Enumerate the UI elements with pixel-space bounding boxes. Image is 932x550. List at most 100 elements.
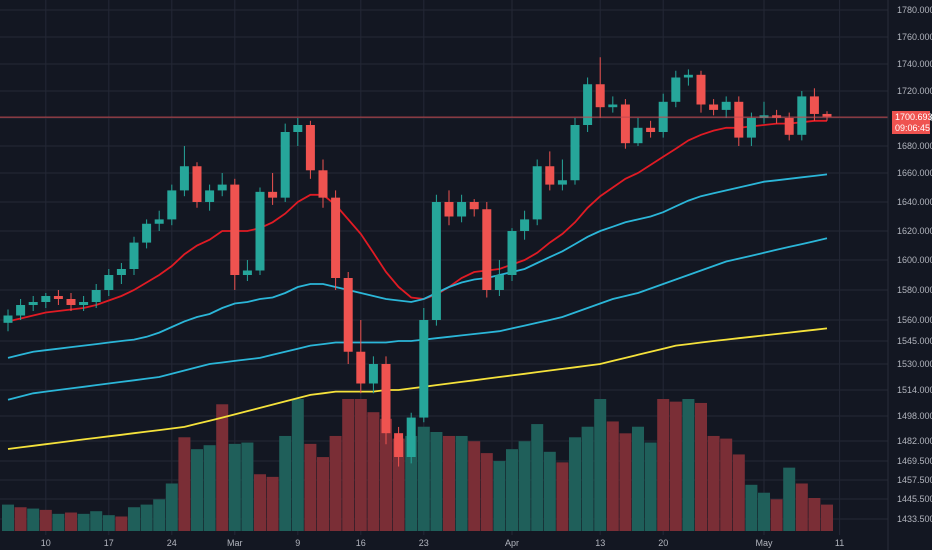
candle-body-28 (356, 351, 366, 384)
candle-body-45 (570, 125, 580, 181)
candle-body-38 (482, 209, 492, 290)
candle-body-20 (255, 191, 265, 271)
candle-body-16 (205, 190, 215, 202)
time-tick-label-2: 24 (167, 538, 177, 548)
candle-body-32 (406, 417, 416, 457)
volume-bar-39 (493, 461, 506, 531)
volume-bar-20 (254, 474, 266, 531)
price-tick-label-20: 1433.500 (897, 514, 932, 524)
candle-body-29 (368, 364, 378, 384)
moving-average-line-0 (7, 119, 827, 323)
price-tick-label-17: 1469.500 (897, 456, 932, 466)
volume-bars (2, 399, 833, 531)
volume-bar-50 (632, 426, 644, 531)
candle-body-27 (343, 278, 353, 352)
volume-bar-42 (531, 424, 544, 531)
volume-bar-0 (2, 504, 14, 531)
volume-bar-40 (506, 449, 518, 531)
volume-bar-2 (27, 508, 40, 531)
candle-body-23 (293, 125, 303, 132)
time-tick-label-6: 23 (419, 538, 429, 548)
candle-body-55 (696, 74, 706, 105)
price-tick-label-16: 1482.000 (897, 436, 932, 446)
candle-body-44 (557, 180, 567, 185)
candle-body-65 (822, 113, 832, 117)
price-tick-label-11: 1560.000 (897, 315, 932, 325)
volume-bar-30 (380, 418, 392, 531)
volume-bar-14 (178, 437, 191, 531)
moving-averages (7, 119, 828, 450)
volume-bar-24 (304, 443, 317, 531)
candle-body-62 (784, 118, 794, 135)
volume-bar-46 (581, 426, 594, 531)
volume-bar-58 (732, 454, 745, 531)
candle-body-33 (419, 320, 429, 418)
time-tick-label-5: 16 (356, 538, 366, 548)
candle-body-19 (242, 270, 252, 275)
time-tick-label-0: 10 (41, 538, 51, 548)
moving-average-line-2 (7, 237, 828, 401)
candle-body-46 (583, 84, 593, 125)
volume-bar-15 (191, 449, 203, 531)
volume-bar-48 (606, 421, 619, 531)
volume-bar-57 (720, 438, 733, 531)
price-axis[interactable]: 1780.0001760.0001740.0001720.0001700.000… (897, 5, 932, 524)
candle-body-30 (381, 364, 391, 434)
candles (3, 57, 832, 467)
volume-bar-19 (241, 442, 254, 531)
volume-bar-53 (669, 401, 682, 531)
time-tick-label-7: Apr (505, 538, 519, 548)
volume-bar-45 (569, 437, 581, 531)
volume-bar-52 (657, 399, 670, 531)
volume-bar-35 (443, 435, 455, 531)
volume-bar-22 (279, 435, 292, 531)
volume-bar-54 (682, 399, 695, 531)
volume-bar-41 (518, 441, 531, 531)
price-tick-label-10: 1580.000 (897, 285, 932, 295)
candle-body-0 (3, 315, 13, 323)
candle-body-24 (305, 125, 315, 171)
price-tick-label-8: 1620.000 (897, 226, 932, 236)
candle-body-36 (457, 202, 467, 217)
time-tick-label-1: 17 (104, 538, 114, 548)
candle-body-11 (142, 223, 152, 243)
candle-body-4 (53, 296, 63, 299)
candle-body-48 (608, 104, 618, 108)
volume-bar-9 (115, 516, 128, 531)
price-tick-label-9: 1600.000 (897, 255, 932, 265)
volume-bar-38 (480, 453, 493, 531)
candle-body-6 (79, 302, 89, 305)
volume-bar-49 (619, 433, 632, 531)
price-tag-box (892, 111, 930, 123)
volume-bar-11 (140, 504, 153, 531)
moving-average-line-3 (7, 327, 828, 450)
volume-bar-56 (707, 435, 720, 531)
price-tick-label-2: 1740.000 (897, 59, 932, 69)
time-tick-label-4: 9 (295, 538, 300, 548)
time-tick-label-3: Mar (227, 538, 243, 548)
candle-body-47 (595, 84, 605, 108)
volume-bar-13 (165, 483, 178, 531)
price-tick-label-7: 1640.000 (897, 197, 932, 207)
time-axis[interactable]: 10 17 24 Mar 9 16 23 Apr 13 20 May 11 (41, 538, 844, 548)
volume-bar-51 (644, 442, 657, 531)
volume-bar-12 (153, 499, 166, 531)
candle-body-5 (66, 299, 76, 305)
volume-bar-63 (795, 483, 808, 531)
volume-bar-65 (821, 504, 833, 531)
volume-bar-7 (90, 511, 103, 531)
volume-bar-31 (392, 438, 405, 531)
candle-body-51 (646, 127, 656, 132)
volume-bar-18 (228, 443, 241, 531)
price-tick-label-5: 1680.000 (897, 141, 932, 151)
time-tick-label-8: 13 (595, 538, 605, 548)
volume-bar-36 (455, 435, 468, 531)
candle-body-18 (230, 184, 240, 275)
price-tick-label-0: 1780.000 (897, 5, 932, 15)
volume-bar-32 (405, 435, 418, 531)
candle-body-8 (104, 275, 114, 290)
price-tick-label-6: 1660.000 (897, 168, 932, 178)
candle-body-35 (444, 202, 454, 217)
